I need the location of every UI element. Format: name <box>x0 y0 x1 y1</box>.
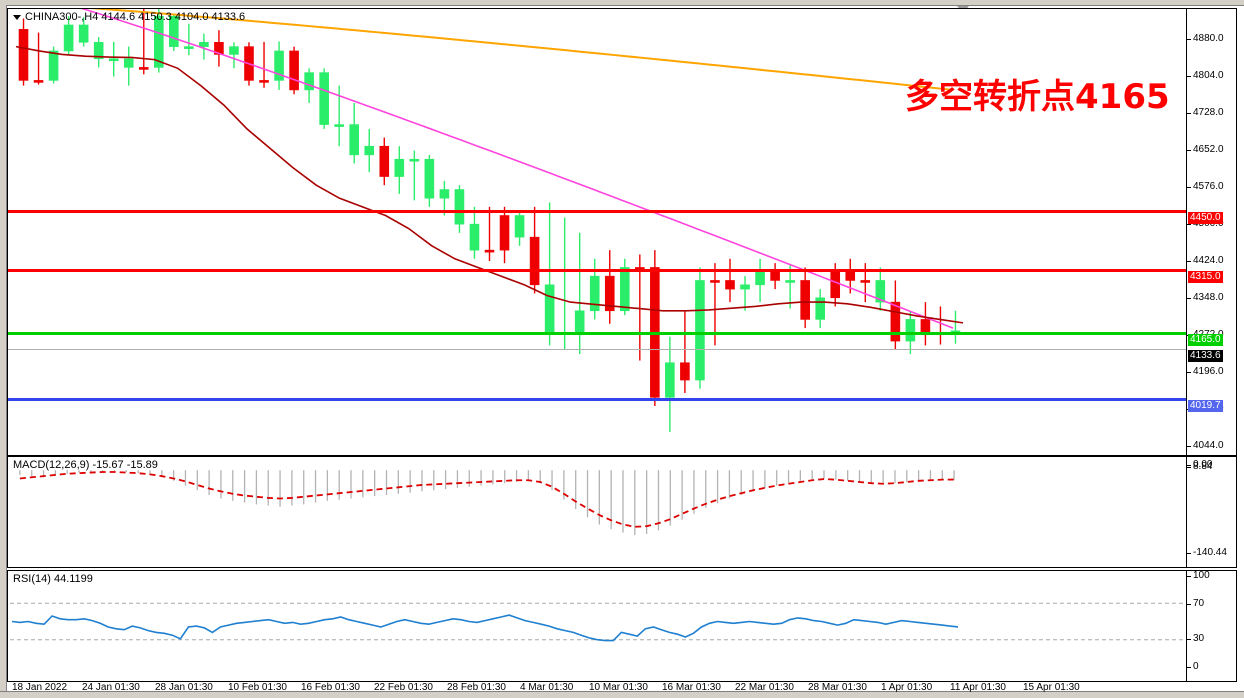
time-axis-label: 24 Jan 01:30 <box>82 682 140 693</box>
price-axis-tick <box>1187 261 1191 262</box>
rsi-axis-tick <box>1187 576 1191 577</box>
price-axis-tick <box>1187 150 1191 151</box>
time-axis-label: 16 Mar 01:30 <box>662 682 721 693</box>
price-tag-4450-0: 4450.0 <box>1188 212 1223 224</box>
time-axis-label: 1 Apr 01:30 <box>881 682 933 693</box>
time-axis-label: 22 Mar 01:30 <box>735 682 794 693</box>
macd-axis-tick <box>1187 467 1191 468</box>
macd-axis-label: 0.00 <box>1193 459 1213 470</box>
time-axis-label: 28 Feb 01:30 <box>447 682 506 693</box>
macd-panel[interactable]: MACD(12,26,9) -15.67 -15.89 0.00 8.84 -140… <box>7 456 1237 568</box>
macd-axis[interactable]: 0.00 8.84 -140.44 <box>1186 457 1236 567</box>
level-line-pivot-4165[interactable] <box>8 332 1186 335</box>
time-axis-label: 28 Jan 01:30 <box>155 682 213 693</box>
price-axis-label: 4804.0 <box>1193 70 1224 81</box>
price-tag-4019-7: 4019.7 <box>1188 400 1223 412</box>
macd-axis-tick <box>1187 465 1191 466</box>
macd-plot-area[interactable] <box>8 457 1186 567</box>
price-axis-label: 4348.0 <box>1193 292 1224 303</box>
price-axis-label: 4880.0 <box>1193 33 1224 44</box>
time-axis-label: 10 Mar 01:30 <box>589 682 648 693</box>
price-axis-label: 4652.0 <box>1193 144 1224 155</box>
time-axis-label: 16 Feb 01:30 <box>301 682 360 693</box>
rsi-axis-tick <box>1187 639 1191 640</box>
macd-legend: MACD(12,26,9) -15.67 -15.89 <box>13 459 158 471</box>
time-axis-label: 15 Apr 01:30 <box>1023 682 1080 693</box>
level-line-resistance-4450[interactable] <box>8 210 1186 213</box>
time-axis-label: 18 Jan 2022 <box>12 682 68 693</box>
rsi-axis[interactable]: 100 70 30 0 <box>1186 571 1236 681</box>
time-axis-label: 10 Feb 01:30 <box>228 682 287 693</box>
time-axis-label: 11 Apr 01:30 <box>950 682 1006 693</box>
rsi-panel[interactable]: RSI(14) 44.1199 100 70 30 0 <box>7 570 1237 682</box>
level-line-resistance-4315[interactable] <box>8 269 1186 272</box>
level-line-current-price-4133[interactable] <box>8 349 1186 350</box>
rsi-svg <box>10 602 1184 642</box>
price-axis-label: 4044.0 <box>1193 440 1224 451</box>
price-axis-tick <box>1187 187 1191 188</box>
chevron-down-icon[interactable] <box>13 14 21 20</box>
price-axis-label: 4196.0 <box>1193 366 1224 377</box>
price-axis-label: 4728.0 <box>1193 107 1224 118</box>
price-axis-label: 4424.0 <box>1193 255 1224 266</box>
rsi-legend: RSI(14) 44.1199 <box>13 573 93 585</box>
price-axis[interactable]: 4880.04804.04728.04652.04576.04500.04424… <box>1186 9 1236 525</box>
symbol-ohlc-label: CHINA300-,H4 4144.6 4150.3 4104.0 4133.6 <box>25 11 246 23</box>
price-axis-label: 4576.0 <box>1193 181 1224 192</box>
level-line-support-4019[interactable] <box>8 398 1186 401</box>
macd-svg <box>19 470 955 536</box>
price-panel-legend: CHINA300-,H4 4144.6 4150.3 4104.0 4133.6 <box>13 11 245 23</box>
price-axis-tick <box>1187 298 1191 299</box>
window-chrome-left <box>0 5 7 691</box>
price-axis-tick <box>1187 113 1191 114</box>
rsi-axis-tick <box>1187 604 1191 605</box>
price-tag-4133-6: 4133.6 <box>1188 350 1223 362</box>
rsi-axis-label: 0 <box>1193 661 1199 672</box>
pivot-annotation: 多空转折点4165 <box>905 77 1170 117</box>
rsi-plot-area[interactable] <box>8 571 1186 681</box>
time-axis-label: 28 Mar 01:30 <box>808 682 867 693</box>
price-axis-tick <box>1187 76 1191 77</box>
price-axis-tick <box>1187 224 1191 225</box>
rsi-axis-label: 100 <box>1193 570 1210 581</box>
time-axis-label: 4 Mar 01:30 <box>520 682 574 693</box>
macd-axis-label: 8.84 <box>1193 461 1213 472</box>
price-tag-4315-0: 4315.0 <box>1188 271 1223 283</box>
price-plot-area[interactable]: 多空转折点4165 <box>8 9 1186 455</box>
time-axis-label: 22 Feb 01:30 <box>374 682 433 693</box>
rsi-axis-tick <box>1187 667 1191 668</box>
price-axis-tick <box>1187 446 1191 447</box>
time-axis: 18 Jan 2022 24 Jan 01:30 28 Jan 01:30 10 Fe… <box>7 682 1237 697</box>
rsi-axis-label: 70 <box>1193 598 1205 609</box>
rsi-axis-label: 30 <box>1193 633 1205 644</box>
price-tag-4165-0: 4165.0 <box>1188 334 1223 346</box>
price-chart-panel[interactable]: 多空转折点4165 CHINA300-,H4 4144.6 4150.3 410… <box>7 8 1237 525</box>
macd-axis-tick <box>1187 553 1191 554</box>
window-chrome-top <box>0 0 1244 6</box>
window-chrome-bottom <box>0 691 1244 698</box>
price-axis-tick <box>1187 39 1191 40</box>
macd-axis-label: -140.44 <box>1193 547 1227 558</box>
price-axis-tick <box>1187 372 1191 373</box>
